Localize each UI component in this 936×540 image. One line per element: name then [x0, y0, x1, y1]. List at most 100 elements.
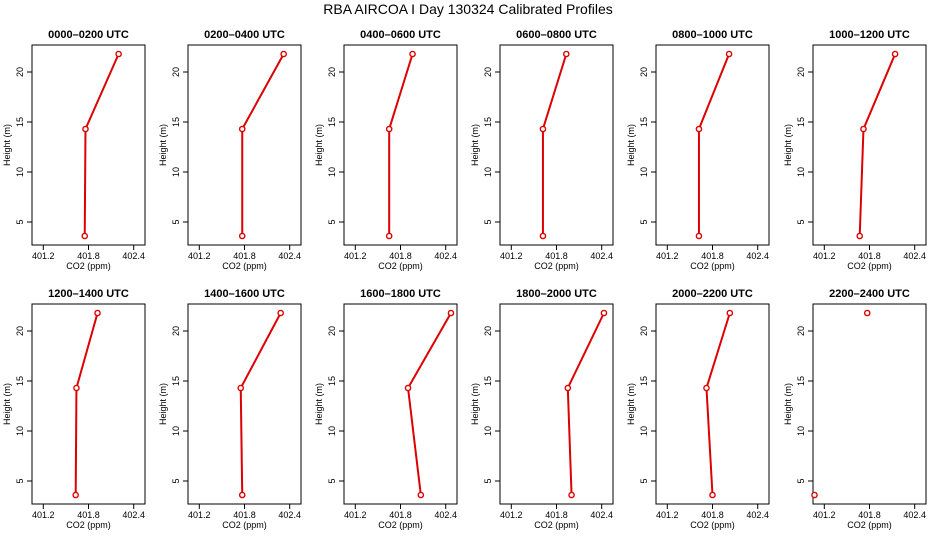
plot-frame: [499, 44, 614, 246]
y-tick-label: 5: [15, 219, 25, 224]
y-axis-label: Height (m): [2, 124, 12, 166]
x-tick-label: 401.8: [858, 251, 881, 261]
panel-10: 1800–2000 UTC 401.2 401.8 402.4 5 10 15 20 CO2 (…: [470, 288, 614, 530]
y-tick-label: 10: [483, 426, 493, 436]
x-tick-label: 401.2: [344, 510, 367, 520]
x-tick-label: 401.2: [32, 251, 55, 261]
y-tick-label: 20: [327, 67, 337, 77]
panel-title: 0200–0400 UTC: [204, 29, 285, 41]
y-tick-label: 10: [15, 167, 25, 177]
y-tick-label: 15: [15, 117, 25, 127]
y-tick-label: 5: [15, 478, 25, 483]
y-tick-label: 10: [796, 426, 806, 436]
data-point: [280, 50, 287, 58]
x-tick-label: 401.2: [813, 510, 836, 520]
plot-frame: [499, 303, 614, 505]
data-point: [726, 309, 734, 317]
y-tick-label: 20: [483, 326, 493, 336]
x-axis-label: CO2 (ppm): [534, 261, 579, 271]
panel-12: 2200–2400 UTC 401.2 401.8 402.4 5 10 15 20 CO2 (…: [783, 288, 927, 530]
data-point: [404, 384, 412, 392]
y-tick-label: 20: [15, 67, 25, 77]
y-axis-label: Height (m): [158, 124, 168, 166]
data-point: [863, 309, 871, 317]
y-tick-label: 15: [171, 117, 181, 127]
data-point: [238, 491, 246, 499]
y-tick-label: 15: [483, 376, 493, 386]
x-axis-label: CO2 (ppm): [222, 520, 267, 530]
data-point: [385, 232, 393, 240]
plot-frame: [812, 44, 927, 246]
x-tick-label: 401.8: [77, 251, 100, 261]
profile-line: [241, 53, 285, 237]
y-tick-label: 15: [171, 376, 181, 386]
plot-frame: [655, 44, 770, 246]
panel-title: 0400–0600 UTC: [360, 29, 441, 41]
x-axis-label: CO2 (ppm): [690, 261, 735, 271]
y-tick-label: 15: [15, 376, 25, 386]
data-point: [447, 309, 455, 317]
x-tick-label: 401.2: [813, 251, 836, 261]
panel-11: 2000–2200 UTC 401.2 401.8 402.4 5 10 15 20 CO2 (…: [626, 288, 770, 530]
profile-line: [83, 53, 120, 237]
x-tick-label: 401.8: [389, 510, 412, 520]
profile-line: [858, 53, 897, 237]
x-axis-label: CO2 (ppm): [847, 520, 892, 530]
y-tick-label: 15: [639, 117, 649, 127]
y-tick-label: 15: [796, 376, 806, 386]
y-tick-label: 5: [171, 478, 181, 483]
x-tick-label: 401.2: [656, 251, 679, 261]
panel-title: 1600–1800 UTC: [360, 288, 441, 300]
y-axis-label: Height (m): [158, 383, 168, 425]
y-axis-label: Height (m): [626, 383, 636, 425]
y-axis-label: Height (m): [783, 124, 793, 166]
y-tick-label: 20: [639, 67, 649, 77]
profile-line: [541, 53, 568, 237]
x-tick-label: 401.8: [858, 510, 881, 520]
y-tick-label: 5: [796, 219, 806, 224]
panel-title: 0800–1000 UTC: [672, 29, 753, 41]
data-point: [72, 491, 79, 499]
data-point: [417, 491, 425, 499]
x-tick-label: 401.2: [32, 510, 55, 520]
y-tick-label: 10: [639, 167, 649, 177]
x-tick-label: 402.4: [122, 510, 145, 520]
x-tick-label: 401.2: [656, 510, 679, 520]
x-tick-label: 401.2: [500, 251, 523, 261]
plot-frame: [31, 44, 146, 246]
x-tick-label: 401.2: [500, 510, 523, 520]
data-point: [695, 125, 703, 133]
figure-title: RBA AIRCOA I Day 130324 Calibrated Profi…: [323, 1, 612, 17]
data-point: [811, 491, 818, 499]
y-tick-label: 20: [15, 326, 25, 336]
x-tick-label: 401.8: [233, 251, 256, 261]
y-tick-label: 10: [327, 167, 337, 177]
data-point: [891, 50, 899, 58]
data-point: [94, 309, 101, 317]
panel-6: 1000–1200 UTC 401.2 401.8 402.4 5 10 15 20 CO2 (…: [783, 29, 927, 271]
plot-frame: [187, 44, 302, 246]
panel-8: 1400–1600 UTC 401.2 401.8 402.4 5 10 15 20 CO2 (…: [158, 288, 302, 530]
data-point: [568, 491, 575, 499]
profile-line: [388, 53, 414, 237]
panel-9: 1600–1800 UTC 401.2 401.8 402.4 5 10 15 20 CO2 (…: [314, 288, 458, 530]
x-tick-label: 401.2: [344, 251, 367, 261]
plot-frame: [812, 303, 927, 505]
data-point: [237, 384, 245, 392]
y-tick-label: 10: [171, 167, 181, 177]
x-tick-label: 401.8: [233, 510, 256, 520]
data-point: [539, 232, 547, 240]
panel-4: 0600–0800 UTC 401.2 401.8 402.4 5 10 15 20 CO2 (…: [470, 29, 614, 271]
data-point: [238, 125, 246, 133]
plot-frame: [187, 303, 302, 505]
x-axis-label: CO2 (ppm): [66, 261, 111, 271]
x-axis-label: CO2 (ppm): [378, 520, 423, 530]
data-point: [539, 125, 547, 133]
y-tick-label: 20: [483, 67, 493, 77]
y-tick-label: 15: [327, 376, 337, 386]
x-tick-label: 402.4: [278, 510, 301, 520]
data-point: [73, 384, 80, 392]
panel-title: 2000–2200 UTC: [672, 288, 753, 300]
data-point: [82, 125, 89, 133]
